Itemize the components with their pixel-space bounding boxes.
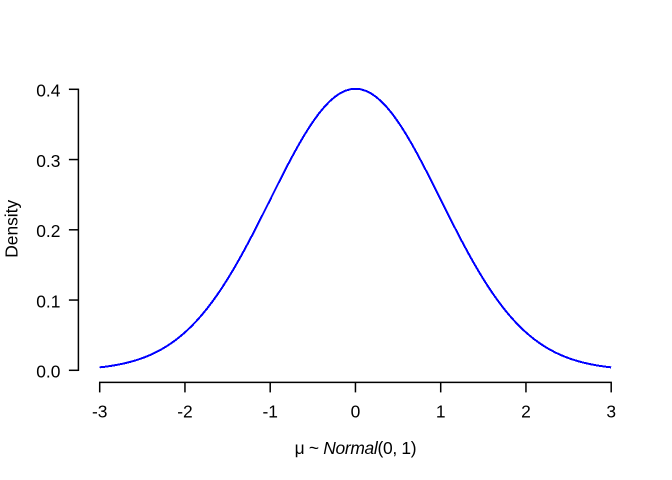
svg-text:0.1: 0.1 xyxy=(36,291,60,311)
svg-text:0: 0 xyxy=(351,401,361,421)
svg-text:2: 2 xyxy=(521,401,531,421)
svg-text:3: 3 xyxy=(606,401,616,421)
svg-text:-2: -2 xyxy=(177,401,192,421)
svg-text:-1: -1 xyxy=(262,401,277,421)
svg-text:1: 1 xyxy=(436,401,446,421)
svg-text:0.2: 0.2 xyxy=(36,221,60,241)
svg-text:μ ~ Normal(0, 1): μ ~ Normal(0, 1) xyxy=(295,438,417,458)
svg-text:0.3: 0.3 xyxy=(36,151,60,171)
svg-text:0.4: 0.4 xyxy=(36,81,61,101)
svg-text:0.0: 0.0 xyxy=(36,362,60,382)
svg-text:-3: -3 xyxy=(92,401,107,421)
svg-text:Density: Density xyxy=(2,200,22,258)
